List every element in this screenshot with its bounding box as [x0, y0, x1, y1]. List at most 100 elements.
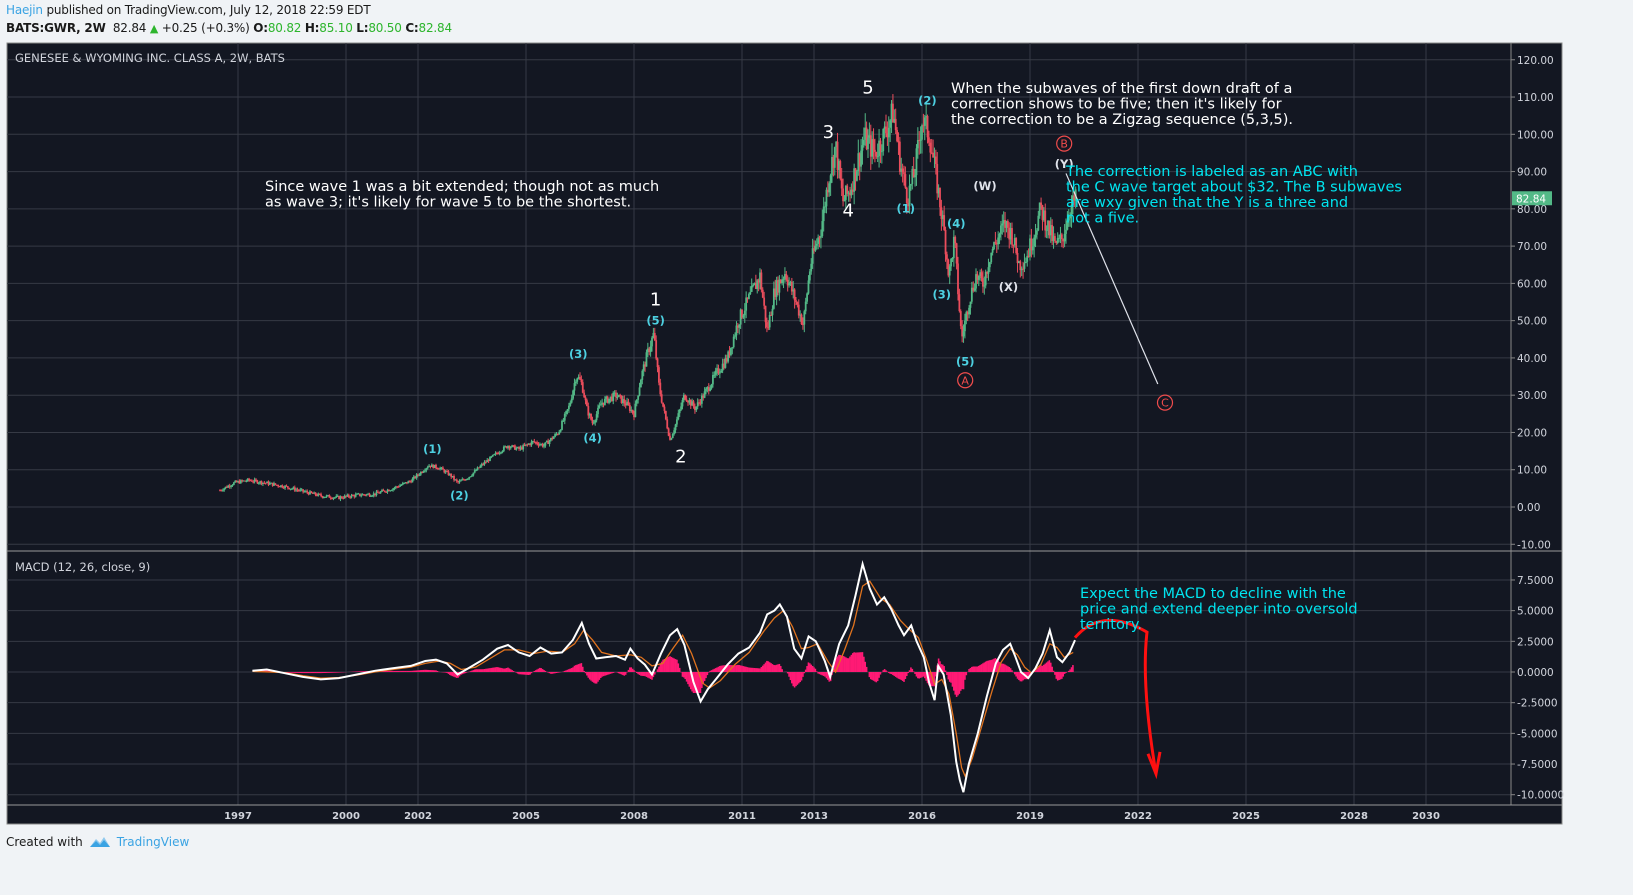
macd-histogram-bar — [428, 669, 430, 672]
candle-body — [896, 130, 898, 142]
macd-histogram-bar — [840, 655, 843, 672]
macd-histogram-bar — [449, 672, 451, 675]
candle-body — [914, 175, 916, 178]
created-with-label: Created with — [6, 835, 83, 849]
candle-body — [720, 370, 723, 373]
candle-body — [918, 139, 921, 141]
macd-histogram-bar — [311, 672, 314, 674]
macd-histogram-bar — [473, 669, 476, 672]
macd-histogram-bar — [904, 672, 907, 679]
macd-histogram-bar — [605, 672, 608, 676]
candle-body — [631, 409, 634, 413]
candle-body — [257, 482, 260, 484]
candle-body — [602, 402, 605, 405]
macd-histogram-bar — [731, 665, 734, 672]
candle-body — [948, 266, 951, 276]
candle-body — [620, 395, 623, 404]
candle-body — [648, 348, 651, 352]
candle-body — [951, 257, 954, 259]
candle-body — [994, 242, 997, 244]
macd-histogram-bar — [653, 672, 656, 675]
candle-body — [271, 482, 274, 486]
macd-histogram-bar — [853, 652, 855, 672]
macd-histogram-bar — [633, 670, 635, 672]
tradingview-link[interactable]: TradingView — [116, 835, 190, 849]
author-link[interactable]: Haejin — [6, 3, 43, 17]
macd-histogram-bar — [288, 672, 291, 673]
candle-body — [667, 428, 670, 436]
candle-body — [898, 141, 901, 172]
candle-body — [556, 433, 559, 435]
candle-body — [370, 495, 372, 497]
macd-histogram-bar — [316, 672, 318, 674]
candle-body — [727, 351, 730, 362]
candle-body — [966, 312, 969, 315]
macd-histogram-bar — [918, 672, 921, 679]
candle-body — [345, 495, 347, 497]
candle-body — [1013, 238, 1016, 246]
candle-body — [664, 410, 667, 420]
candle-body — [734, 335, 736, 337]
macd-histogram-bar — [397, 670, 400, 672]
macd-histogram-bar — [710, 670, 713, 672]
macd-histogram-bar — [407, 670, 410, 672]
price-candles — [219, 94, 1077, 502]
candle-body — [857, 153, 860, 172]
candle-body — [497, 453, 500, 455]
price-tick-label: 90.00 — [1517, 167, 1547, 179]
macd-histogram-bar — [695, 672, 698, 693]
wave5-note-line: as wave 3; it's likely for wave 5 to be … — [265, 195, 631, 211]
candle-body — [532, 441, 534, 443]
candle-body — [669, 435, 671, 440]
price-tick-label: 0.00 — [1517, 502, 1540, 514]
candle-body — [745, 297, 748, 311]
macd-histogram-bar — [543, 669, 545, 672]
macd-histogram-bar — [609, 672, 612, 674]
publish-info: published on TradingView.com, July 12, 2… — [42, 3, 371, 17]
candle-body — [494, 452, 497, 455]
macd-projection-arrow — [1073, 619, 1158, 775]
candle-body — [221, 490, 224, 492]
candle-body — [796, 302, 799, 305]
candle-body — [417, 474, 419, 476]
macd-histogram-bar — [497, 667, 500, 672]
macd-histogram-bar — [411, 670, 414, 672]
candle-body — [234, 480, 237, 483]
macd-histogram-bar — [669, 656, 671, 672]
macd-histogram-bar — [363, 671, 365, 672]
candle-body — [566, 409, 569, 411]
macd-histogram-bar — [663, 659, 666, 672]
macd-histogram-bar — [775, 664, 778, 672]
macd-histogram-bar — [879, 672, 882, 675]
macd-histogram-bar — [868, 672, 871, 678]
candle-body — [653, 332, 656, 341]
candle-body — [638, 387, 641, 396]
macd-histogram-bar — [309, 672, 311, 674]
candle-body — [875, 151, 878, 157]
candle-body — [880, 151, 883, 153]
macd-histogram-bar — [595, 672, 598, 684]
macd-histogram-bar — [717, 666, 720, 672]
macd-histogram-bar — [1043, 664, 1045, 672]
macd-histogram-bar — [1022, 672, 1024, 681]
candle-body — [1062, 239, 1065, 242]
candle-body — [811, 248, 814, 264]
time-tick-label: 2016 — [908, 811, 936, 822]
candle-body — [1023, 263, 1026, 269]
macd-histogram-bar — [1048, 660, 1051, 672]
macd-histogram-bar — [698, 672, 700, 693]
candle-body — [941, 215, 944, 219]
candle-body — [962, 331, 965, 337]
candle-body — [232, 482, 235, 485]
macd-histogram-bar — [568, 669, 570, 672]
candle-body — [568, 405, 570, 410]
candle-body — [334, 497, 336, 499]
macd-histogram-bar — [648, 672, 651, 679]
macd-histogram-bar — [547, 672, 549, 673]
macd-histogram-bar — [694, 672, 696, 693]
candle-body — [352, 494, 354, 496]
candle-body — [235, 480, 238, 483]
candle-body — [977, 276, 980, 280]
candle-body — [386, 489, 389, 493]
